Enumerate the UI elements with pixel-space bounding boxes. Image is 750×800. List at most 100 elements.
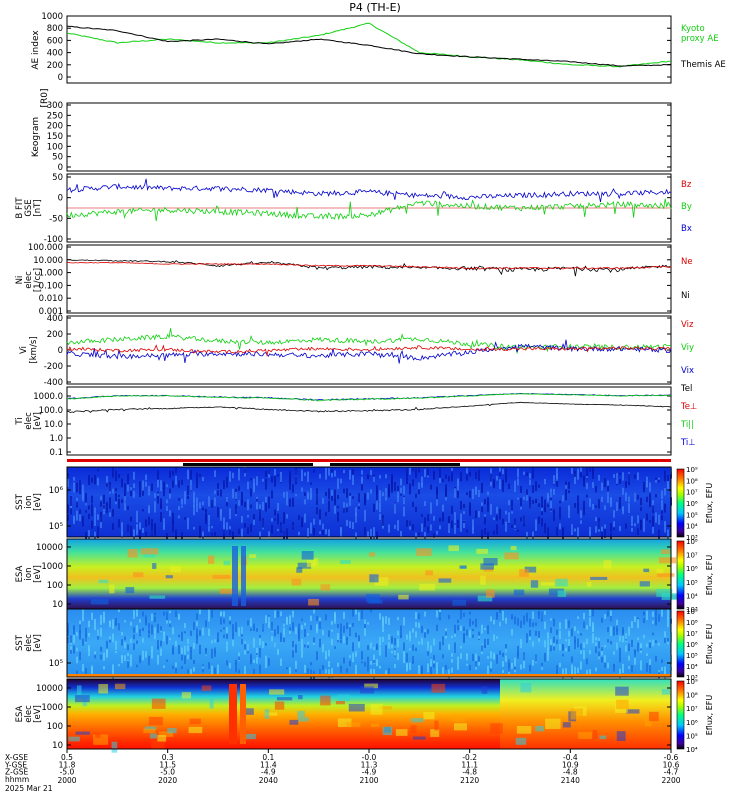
esa-ion-pixel <box>419 583 436 591</box>
sst-elec-pixel <box>355 632 357 638</box>
esa-ion-pixel <box>165 575 173 579</box>
sst-elec-pixel <box>100 646 102 652</box>
sst-ion-pixel <box>73 477 75 481</box>
sst-elec-pixel <box>610 615 612 622</box>
sst-ion-pixel <box>463 520 465 528</box>
sst-elec-pixel <box>184 623 186 629</box>
esa-elec-pixel <box>410 725 417 733</box>
sst-elec-colorbar-tick: 10³ <box>686 674 698 682</box>
sst-elec-pixel <box>424 611 426 617</box>
esa-ion-pixel <box>557 590 567 597</box>
esa-elec-pixel <box>451 715 466 723</box>
esa-elec-colorbar-ramp <box>676 680 685 750</box>
sst-ion-pixel <box>436 489 438 500</box>
sst-ion-pixel <box>544 499 546 511</box>
sst-elec-pixel <box>574 636 576 643</box>
sst-ion-pixel <box>100 496 102 501</box>
sst-elec-pixel <box>637 637 639 641</box>
sst-ion-pixel <box>589 467 591 472</box>
esa-elec-pixel <box>430 729 440 737</box>
esa-ion-ylabel-line: ESA <box>15 565 25 582</box>
temperature-legend-tel: Tel <box>680 384 692 394</box>
sst-ion-pixel <box>535 498 537 503</box>
sst-ion-pixel <box>127 505 129 510</box>
sst-elec-pixel <box>220 611 222 617</box>
sst-ion-pixel <box>376 491 378 504</box>
sst-elec-pixel <box>76 656 78 664</box>
sst-elec-pixel <box>316 626 318 634</box>
sst-elec-pixel <box>379 665 381 669</box>
vix-line <box>66 339 672 364</box>
sst-ion-pixel <box>472 488 474 500</box>
sst-ion-pixel <box>70 508 72 515</box>
sst-ion-pixel <box>655 494 657 498</box>
sst-elec-pixel <box>367 656 369 664</box>
sst-ion-pixel <box>112 488 114 494</box>
esa-elec-pixel <box>337 694 351 702</box>
esa-elec-pixel <box>578 732 593 739</box>
sst-elec-pixel <box>277 648 279 654</box>
sst-ion-pixel <box>550 508 552 511</box>
sst-elec-pixel <box>166 659 168 662</box>
sst-ion-pixel <box>310 482 312 485</box>
sst-elec-pixel <box>238 656 240 661</box>
esa-elec-pixel <box>616 699 629 710</box>
sst-ion-pixel <box>277 502 279 511</box>
sst-elec-pixel <box>598 651 600 659</box>
sst-ion-pixel <box>94 514 96 526</box>
sst-ion-pixel <box>115 501 117 505</box>
sst-elec-pixel <box>460 609 462 620</box>
sst-elec-pixel <box>391 636 393 644</box>
velocity-tick-label: 400 <box>47 314 63 324</box>
esa-ion-pixel <box>477 595 493 602</box>
sst-elec-pixel <box>472 621 474 625</box>
sst-ion-pixel <box>292 497 294 508</box>
sst-elec-pixel <box>382 623 384 633</box>
sst-ion-pixel <box>325 467 327 480</box>
sst-ion-pixel <box>325 491 327 497</box>
keogram-tick-label: 0 <box>58 163 63 173</box>
sst-ion-pixel <box>616 473 618 484</box>
sst-ion-pixel <box>100 511 102 523</box>
time-axis: 0.511.8-5.020000.311.5-5.020200.111.4-4.… <box>4 749 681 793</box>
esa-ion-pixel <box>459 565 467 569</box>
sst-ion-pixel <box>601 496 603 502</box>
sst-ion-pixel <box>583 500 585 509</box>
sst-ion-pixel <box>400 487 402 495</box>
sst-elec-pixel <box>127 644 129 651</box>
sst-ion-pixel <box>565 484 567 489</box>
sst-elec-pixel <box>445 665 447 670</box>
sst-elec-pixel <box>652 639 654 647</box>
sst-elec-pixel <box>160 648 162 656</box>
sst-ion-pixel <box>112 509 114 517</box>
sst-ion-pixel <box>139 481 141 491</box>
sst-ion-pixel <box>163 525 165 530</box>
esa-elec-pixel <box>111 741 118 753</box>
sst-elec-pixel <box>196 613 198 620</box>
sst-ion-pixel <box>487 491 489 496</box>
sst-elec-pixel <box>280 658 282 667</box>
sst-elec-pixel <box>625 633 627 640</box>
sst-elec-pixel <box>148 655 150 666</box>
sst-elec-pixel <box>106 648 108 655</box>
sst-ion-pixel <box>625 523 627 529</box>
esa-ion-pixel <box>513 589 525 596</box>
sst-elec-pixel <box>535 630 537 636</box>
sst-ion-pixel <box>286 491 288 500</box>
sst-ion-pixel <box>328 529 330 537</box>
sst-ion-pixel <box>403 485 405 495</box>
sst-elec-pixel <box>658 614 660 622</box>
esa-elec-pixel <box>335 701 345 705</box>
sst-elec-pixel <box>499 621 501 627</box>
sst-ion-pixel <box>478 511 480 518</box>
sst-ion-pixel <box>451 470 453 482</box>
sst-elec-pixel <box>556 639 558 644</box>
esa-ion-pixel <box>524 566 537 573</box>
sst-elec-pixel <box>118 609 120 613</box>
ae-legend-themisae: Themis AE <box>680 60 726 70</box>
sst-elec-frame <box>66 608 672 678</box>
sst-ion-pixel <box>355 512 357 523</box>
esa-elec-pixel <box>379 706 392 710</box>
sst-ion-pixel <box>172 521 174 533</box>
